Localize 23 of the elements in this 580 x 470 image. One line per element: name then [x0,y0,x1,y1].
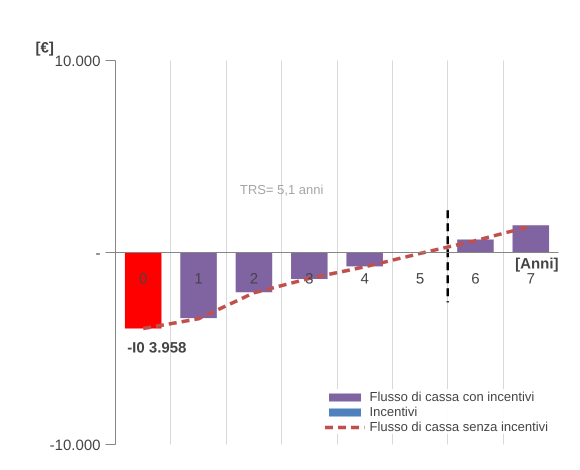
legend-label: Incentivi [370,404,418,419]
legend-label: Flusso di cassa con incentivi [370,389,534,404]
bar [236,252,272,292]
x-tick-label: 2 [250,270,258,288]
x-tick-label: 3 [305,270,314,288]
y-axis-title: [€] [36,40,54,56]
x-tick-label: 4 [360,270,369,288]
x-tick-label: 0 [139,270,148,288]
y-tick-label: 10.000 [54,53,101,70]
annotation: TRS= 5,1 anni [240,182,324,197]
y-tick-label: - [96,245,101,262]
bar [180,252,217,318]
y-tick-label: -10.000 [50,437,100,454]
x-tick-label: 5 [416,270,424,288]
bar [512,225,550,252]
annotation: -I0 3.958 [127,340,186,357]
x-tick-label: 6 [471,270,480,288]
x-tick-label: 1 [194,270,203,288]
x-axis-title: [Anni] [515,256,559,272]
x-tick-label: 7 [526,270,535,288]
bar [346,252,383,266]
bar [124,252,162,329]
legend-label: Flusso di cassa senza incentivi [370,419,548,434]
